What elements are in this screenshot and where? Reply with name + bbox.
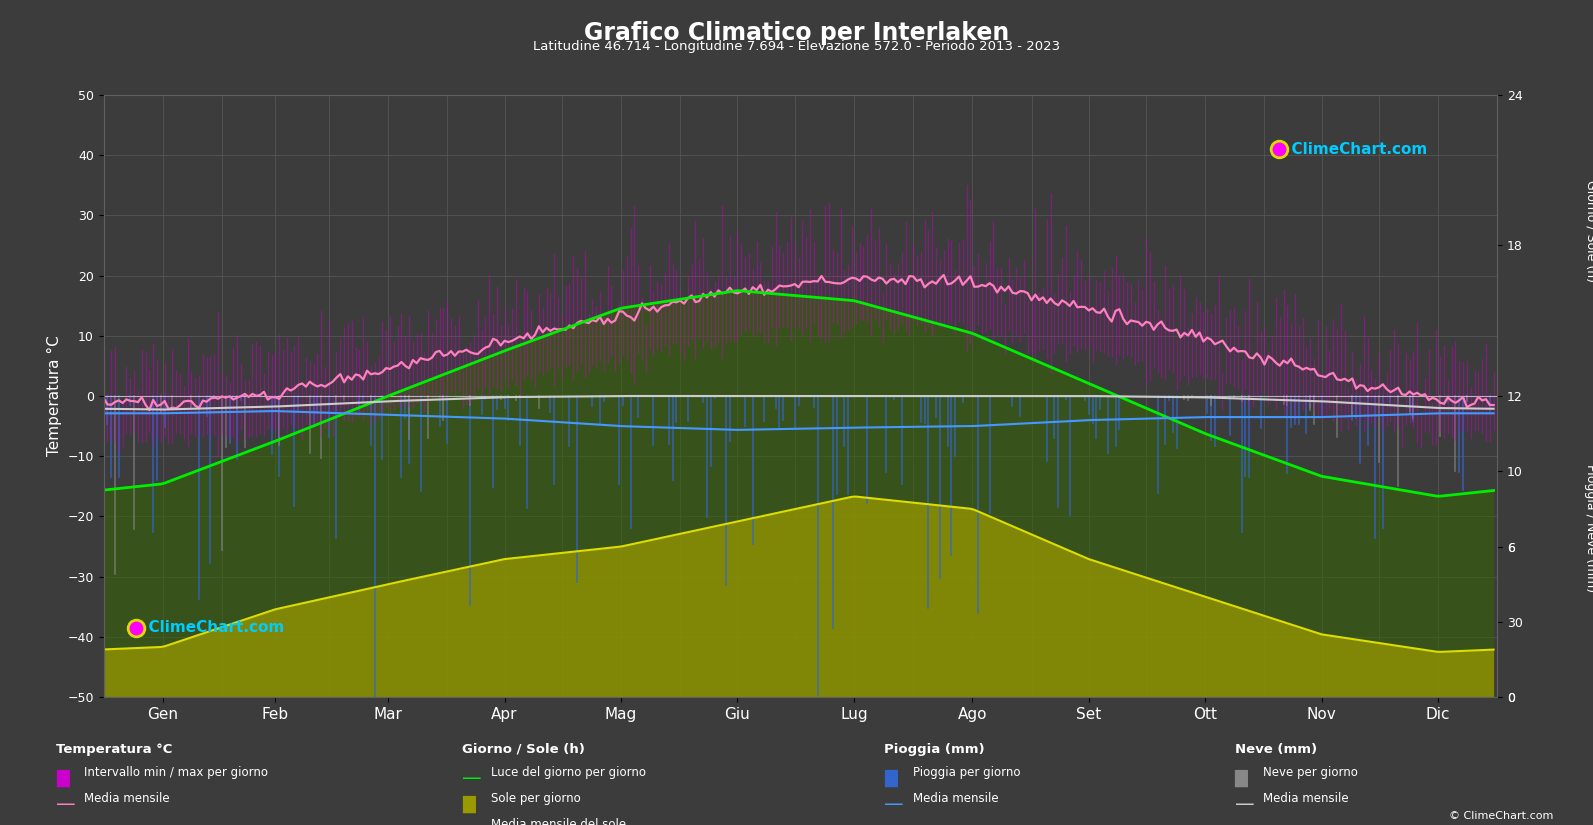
Text: Media mensile: Media mensile <box>1263 792 1349 805</box>
Y-axis label: Temperatura °C: Temperatura °C <box>46 336 62 456</box>
Text: Pioggia / Neve (mm): Pioggia / Neve (mm) <box>1583 464 1593 592</box>
Text: Neve (mm): Neve (mm) <box>1235 742 1317 756</box>
Text: Giorno / Sole (h): Giorno / Sole (h) <box>1583 180 1593 282</box>
Text: █: █ <box>884 769 897 787</box>
Text: ClimeChart.com: ClimeChart.com <box>139 620 285 635</box>
Text: █: █ <box>56 769 68 787</box>
Text: Media mensile: Media mensile <box>913 792 999 805</box>
Text: █: █ <box>462 795 475 813</box>
Text: —: — <box>56 795 75 814</box>
Text: Intervallo min / max per giorno: Intervallo min / max per giorno <box>84 766 269 779</box>
Text: Latitudine 46.714 - Longitudine 7.694 - Elevazione 572.0 - Periodo 2013 - 2023: Latitudine 46.714 - Longitudine 7.694 - … <box>534 40 1059 53</box>
Text: Media mensile del sole: Media mensile del sole <box>491 818 626 825</box>
Text: Sole per giorno: Sole per giorno <box>491 792 580 805</box>
Text: Luce del giorno per giorno: Luce del giorno per giorno <box>491 766 645 779</box>
Text: —: — <box>1235 795 1254 814</box>
Text: ClimeChart.com: ClimeChart.com <box>1281 142 1427 157</box>
Text: Giorno / Sole (h): Giorno / Sole (h) <box>462 742 585 756</box>
Text: —: — <box>462 822 481 825</box>
Text: Pioggia (mm): Pioggia (mm) <box>884 742 984 756</box>
Text: Neve per giorno: Neve per giorno <box>1263 766 1359 779</box>
Text: Grafico Climatico per Interlaken: Grafico Climatico per Interlaken <box>585 21 1008 45</box>
Text: —: — <box>884 795 903 814</box>
Text: Temperatura °C: Temperatura °C <box>56 742 172 756</box>
Text: █: █ <box>1235 769 1247 787</box>
Text: © ClimeChart.com: © ClimeChart.com <box>1448 811 1553 821</box>
Text: Media mensile: Media mensile <box>84 792 170 805</box>
Text: —: — <box>462 769 481 788</box>
Text: Pioggia per giorno: Pioggia per giorno <box>913 766 1020 779</box>
